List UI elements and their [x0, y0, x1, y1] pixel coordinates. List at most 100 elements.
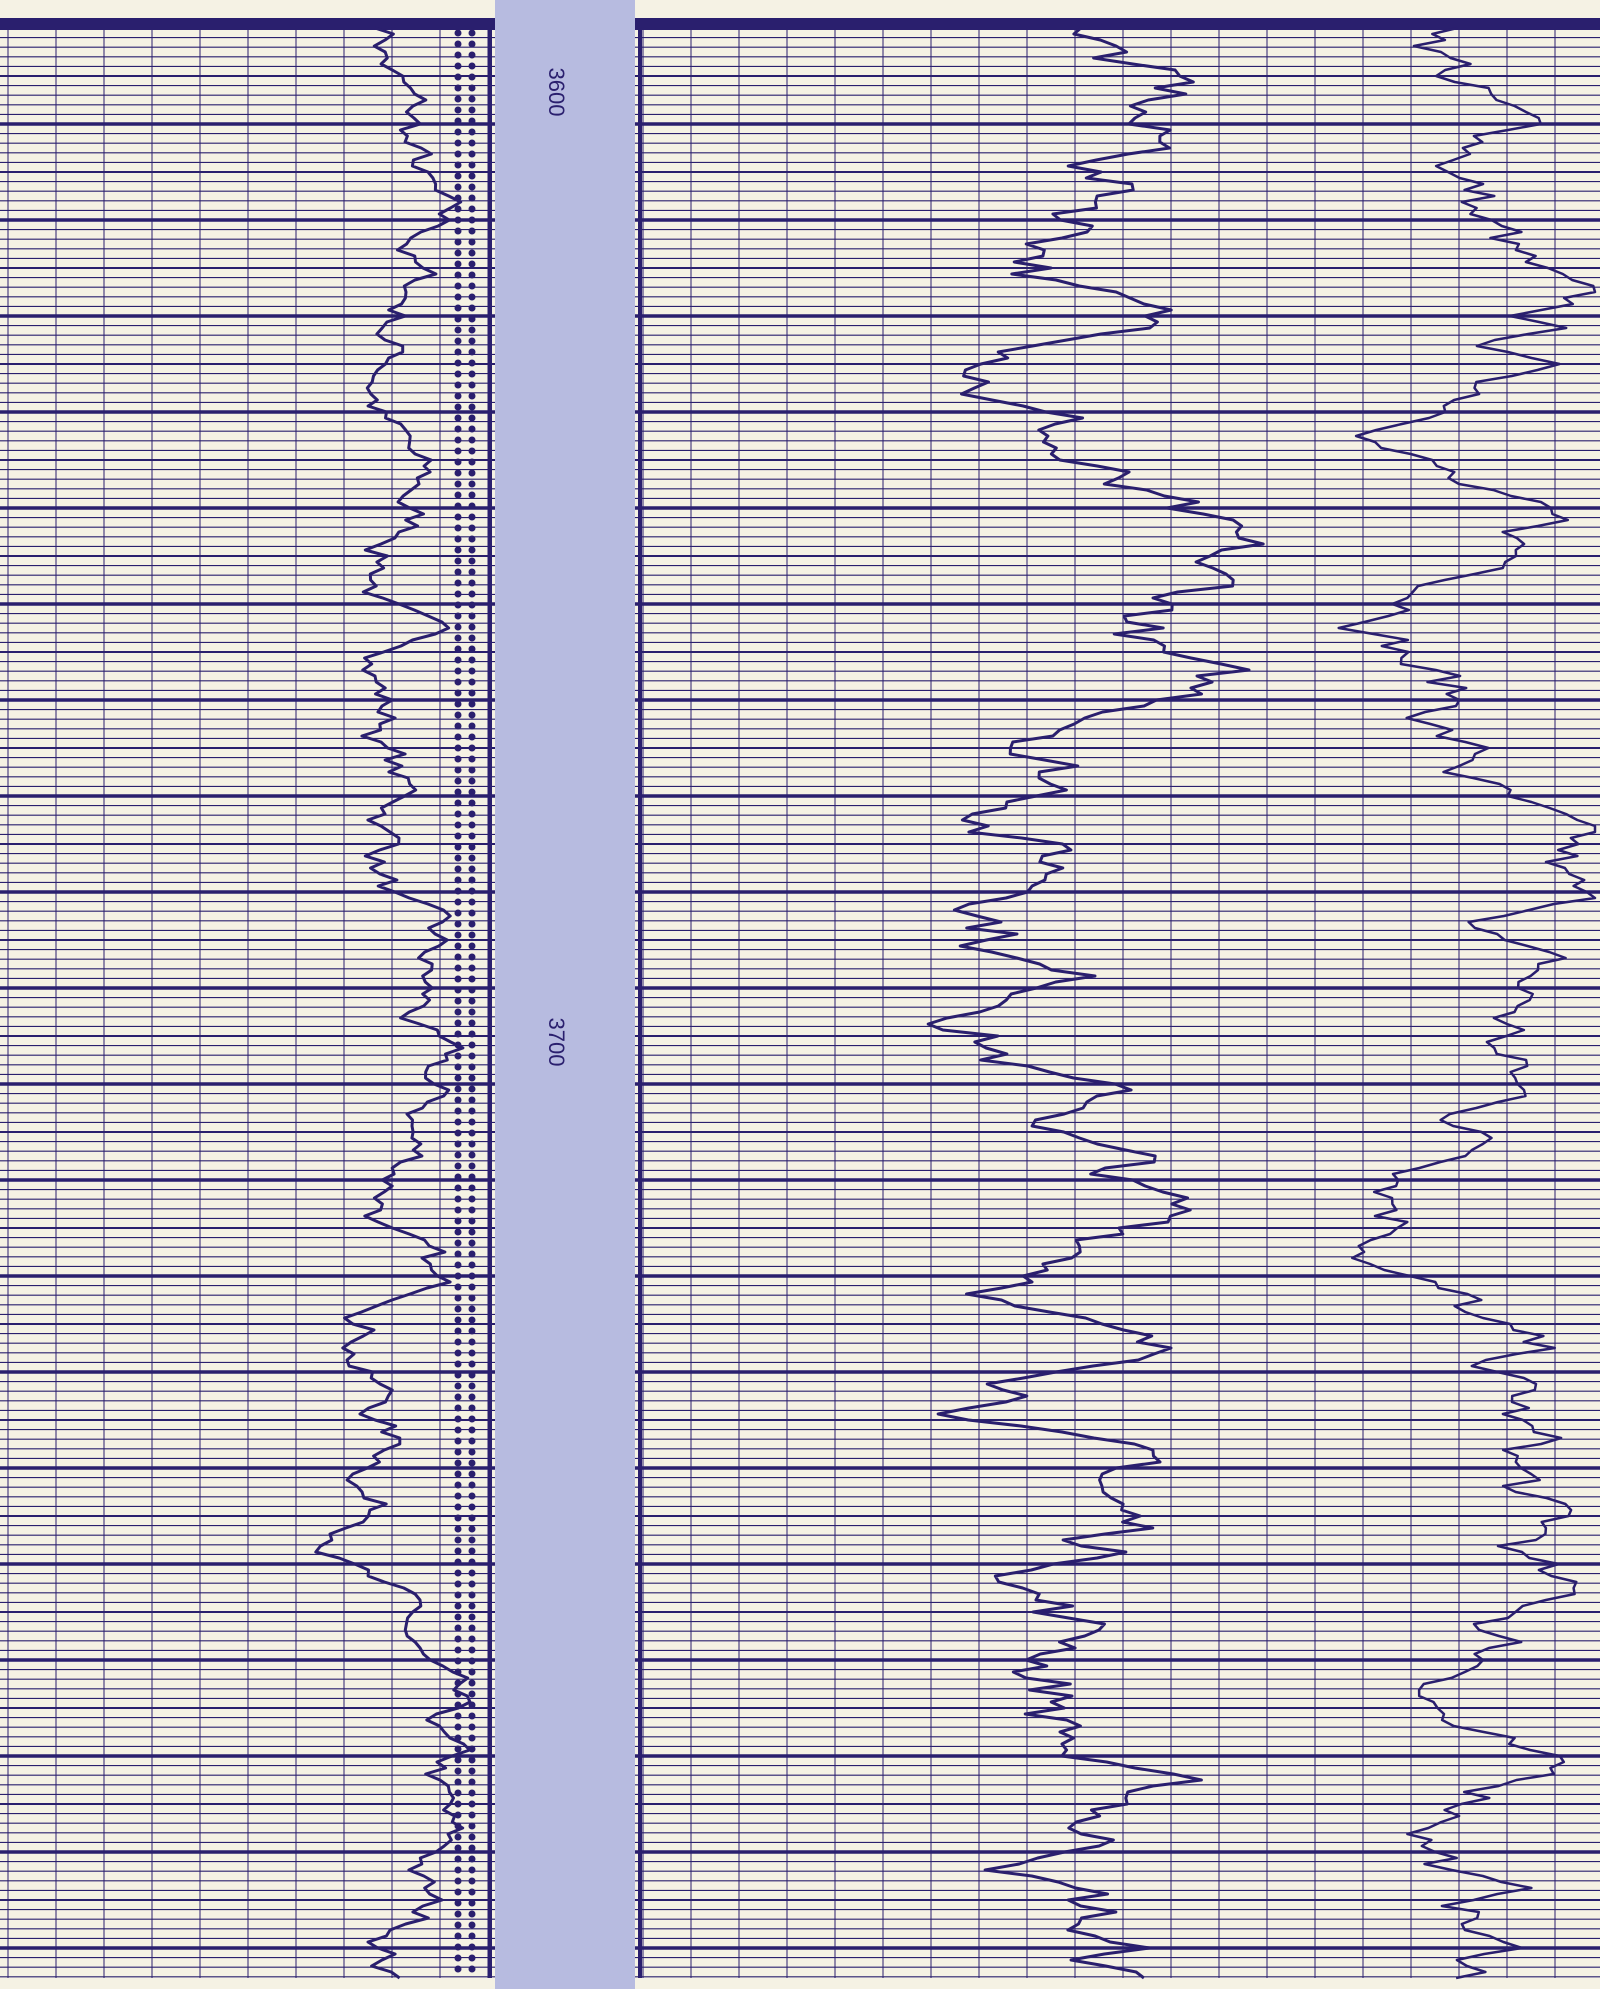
timing-dot: [454, 1415, 462, 1423]
timing-dot: [454, 1811, 462, 1819]
timing-dot: [454, 568, 462, 576]
timing-dot: [454, 524, 462, 532]
timing-dot: [454, 1701, 462, 1709]
timing-dot: [454, 1580, 462, 1588]
timing-dot: [468, 469, 476, 477]
timing-dot: [454, 1855, 462, 1863]
timing-dot: [468, 1954, 476, 1962]
timing-dot: [468, 1855, 476, 1863]
timing-dot: [468, 623, 476, 631]
timing-dot: [454, 1195, 462, 1203]
timing-dot: [468, 1239, 476, 1247]
timing-dot: [454, 84, 462, 92]
timing-dot: [468, 1547, 476, 1555]
timing-dot: [468, 1591, 476, 1599]
timing-dot: [454, 909, 462, 917]
timing-dot: [454, 1019, 462, 1027]
timing-dot: [454, 502, 462, 510]
timing-dot: [454, 414, 462, 422]
timing-dot: [468, 1822, 476, 1830]
timing-dot: [454, 1756, 462, 1764]
timing-dot: [468, 1338, 476, 1346]
timing-dot: [454, 1041, 462, 1049]
timing-dot: [468, 1921, 476, 1929]
timing-dot: [454, 997, 462, 1005]
timing-dot: [468, 1052, 476, 1060]
timing-dot: [468, 700, 476, 708]
timing-dot: [468, 337, 476, 345]
timing-dot: [454, 1107, 462, 1115]
timing-dot: [468, 1151, 476, 1159]
timing-dot: [454, 161, 462, 169]
timing-dot: [454, 1668, 462, 1676]
timing-dot: [454, 1459, 462, 1467]
timing-dot: [468, 1525, 476, 1533]
timing-dot: [468, 1778, 476, 1786]
timing-dot: [454, 1646, 462, 1654]
timing-dot: [454, 1437, 462, 1445]
timing-dot: [468, 1426, 476, 1434]
timing-dot: [454, 447, 462, 455]
timing-dot: [468, 205, 476, 213]
timing-dot: [454, 403, 462, 411]
timing-dot: [468, 436, 476, 444]
timing-dot: [454, 711, 462, 719]
timing-dot: [454, 194, 462, 202]
timing-dot: [468, 667, 476, 675]
timing-dot: [468, 579, 476, 587]
timing-dot: [454, 777, 462, 785]
timing-dot: [454, 733, 462, 741]
timing-dot: [454, 1679, 462, 1687]
timing-dot: [454, 425, 462, 433]
log-curve: [926, 26, 1265, 1980]
timing-dot: [468, 1404, 476, 1412]
timing-dot: [454, 1085, 462, 1093]
timing-dot: [468, 491, 476, 499]
timing-dot: [454, 1910, 462, 1918]
timing-dot: [468, 1756, 476, 1764]
timing-dot: [468, 194, 476, 202]
timing-dot: [468, 568, 476, 576]
timing-dot: [468, 1415, 476, 1423]
timing-dot: [468, 1503, 476, 1511]
timing-dot: [454, 1272, 462, 1280]
timing-dot: [468, 139, 476, 147]
timing-dot: [468, 1294, 476, 1302]
timing-dot: [454, 1657, 462, 1665]
timing-dot: [454, 1074, 462, 1082]
timing-dot: [468, 909, 476, 917]
timing-dot: [454, 326, 462, 334]
timing-dot: [454, 304, 462, 312]
timing-dot: [454, 1217, 462, 1225]
timing-dot: [468, 1646, 476, 1654]
timing-dot: [454, 51, 462, 59]
timing-dot: [454, 458, 462, 466]
timing-dot: [468, 1008, 476, 1016]
timing-dot: [454, 1305, 462, 1313]
timing-dot: [454, 1426, 462, 1434]
timing-dot: [454, 1943, 462, 1951]
timing-dot: [468, 931, 476, 939]
timing-dot: [454, 546, 462, 554]
timing-dot: [454, 744, 462, 752]
timing-dot: [468, 1602, 476, 1610]
timing-dot: [454, 1239, 462, 1247]
timing-dot: [468, 1668, 476, 1676]
timing-dot: [468, 1613, 476, 1621]
timing-dot: [454, 887, 462, 895]
timing-dot: [468, 997, 476, 1005]
timing-dot: [468, 1118, 476, 1126]
timing-dot: [454, 436, 462, 444]
timing-dot: [454, 1393, 462, 1401]
timing-dot: [454, 975, 462, 983]
log-curve: [1337, 26, 1597, 1980]
timing-dot: [468, 1690, 476, 1698]
timing-dot: [468, 260, 476, 268]
timing-dot: [454, 656, 462, 664]
timing-dot: [468, 557, 476, 565]
timing-dot: [454, 40, 462, 48]
timing-dot: [454, 480, 462, 488]
timing-dot: [468, 128, 476, 136]
